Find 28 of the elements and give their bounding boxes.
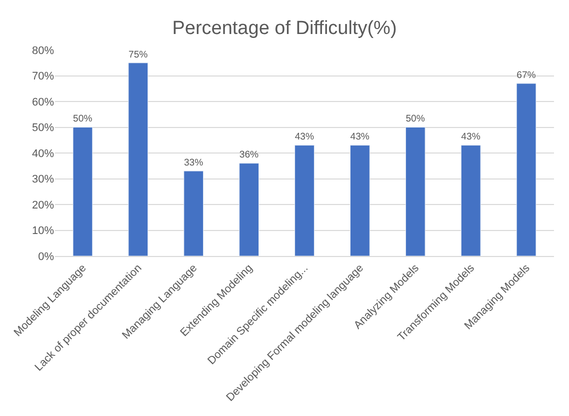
data-label: 33% bbox=[184, 157, 204, 168]
data-label: 43% bbox=[461, 132, 481, 143]
data-label: 50% bbox=[406, 114, 426, 125]
chart-title: Percentage of Difficulty(%) bbox=[172, 18, 397, 40]
y-tick-label: 40% bbox=[32, 148, 54, 160]
bar bbox=[239, 163, 260, 256]
bar bbox=[128, 62, 148, 256]
data-label: 43% bbox=[350, 132, 370, 143]
bar bbox=[460, 145, 481, 256]
data-label: 67% bbox=[516, 70, 536, 81]
y-tick-label: 80% bbox=[32, 44, 54, 57]
y-tick-label: 30% bbox=[32, 174, 54, 186]
y-tick-label: 20% bbox=[32, 199, 54, 212]
bar bbox=[405, 127, 426, 256]
y-tick-label: 0% bbox=[38, 250, 54, 263]
data-label: 36% bbox=[239, 150, 260, 161]
data-label: 43% bbox=[294, 132, 314, 143]
bar bbox=[72, 127, 93, 256]
y-tick-label: 10% bbox=[32, 225, 54, 238]
bar bbox=[350, 145, 370, 256]
bar bbox=[516, 83, 536, 256]
y-tick-label: 70% bbox=[32, 70, 54, 83]
data-label: 75% bbox=[128, 49, 148, 60]
y-tick-label: 50% bbox=[32, 122, 54, 134]
data-label: 50% bbox=[73, 114, 93, 125]
bar bbox=[184, 170, 204, 256]
bar bbox=[294, 145, 314, 256]
y-tick-label: 60% bbox=[32, 96, 54, 108]
